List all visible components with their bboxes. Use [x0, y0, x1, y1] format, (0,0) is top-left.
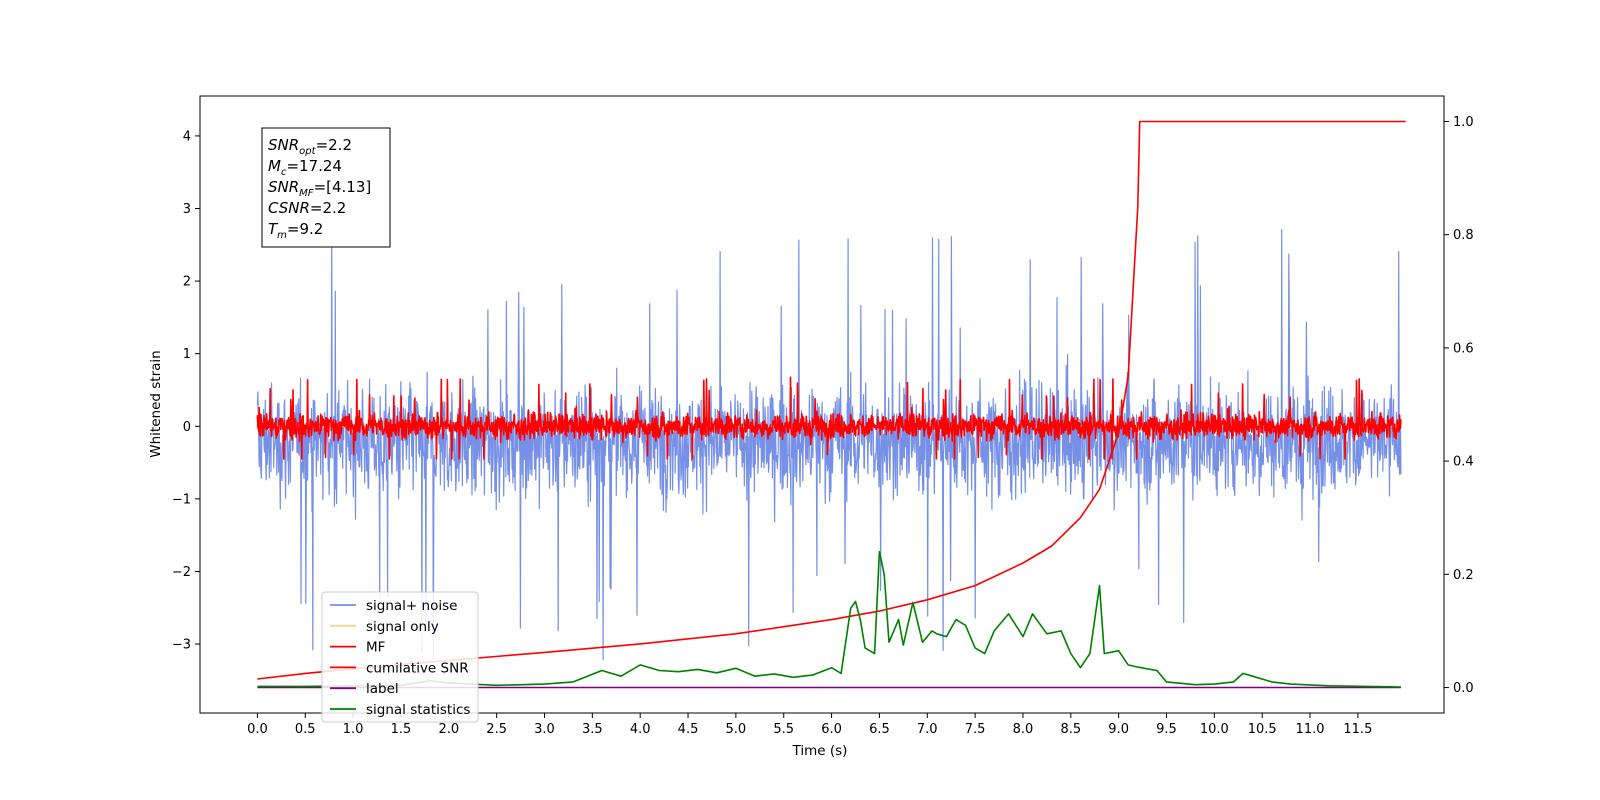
y2-tick-label: 0.0: [1453, 681, 1474, 696]
plot-frame: [199, 95, 1445, 714]
x-tick-label: 7.0: [917, 722, 938, 737]
y-tick-label: −1: [172, 492, 191, 507]
y2-tick-label: 0.2: [1453, 568, 1474, 583]
x-tick-label: 3.5: [582, 722, 603, 737]
legend-label-cumilative-snr: cumilative SNR: [366, 660, 469, 676]
y-tick-label: 1: [183, 347, 191, 362]
y2-tick-label: 0.8: [1453, 228, 1474, 243]
info-line-csnr: CSNR=2.2: [268, 199, 346, 217]
x-tick-label: 3.0: [534, 722, 555, 737]
x-tick-label: 2.0: [438, 722, 459, 737]
series-line-signal-noise: [256, 222, 1402, 661]
y-axis-label: Whitened strain: [148, 350, 164, 457]
legend-label-signal-noise: signal+ noise: [366, 598, 457, 614]
y-tick-label: −3: [172, 638, 191, 653]
x-tick-label: 5.5: [773, 722, 794, 737]
y-tick-label: 4: [183, 129, 191, 144]
x-tick-label: 7.5: [965, 722, 986, 737]
series-layer: [256, 120, 1406, 689]
x-axis-label: Time (s): [792, 743, 848, 759]
x-tick-label: 4.5: [678, 722, 699, 737]
x-tick-label: 1.0: [343, 722, 364, 737]
x-tick-label: 9.0: [1108, 722, 1129, 737]
y-tick-label: 2: [183, 275, 191, 290]
x-tick-label: 9.5: [1156, 722, 1177, 737]
x-tick-label: 8.5: [1060, 722, 1081, 737]
series-line-signal-statistics: [257, 550, 1401, 688]
y2-tick-label: 0.4: [1453, 455, 1474, 470]
legend-frame: [321, 591, 479, 723]
info-line-mc: Mc=17.24: [268, 157, 342, 178]
legend-label-label: label: [366, 681, 399, 697]
x-tick-label: 5.0: [726, 722, 747, 737]
info-line-snropt: SNRopt=2.2: [268, 136, 352, 157]
y2-tick-label: 0.6: [1453, 341, 1474, 356]
x-tick-label: 4.0: [630, 722, 651, 737]
info-line-snrmf: SNRMF=[4.13]: [268, 178, 371, 199]
axis-layer: 0.0 0.5 1.0 1.5 2.0 2.5 3.0 3.5 4.0 4.5 5.0 5.5 6.0 6…: [172, 115, 1474, 737]
legend-label-mf: MF: [366, 640, 385, 656]
x-tick-label: 6.0: [821, 722, 842, 737]
legend-label-signal-statistics: signal statistics: [366, 702, 470, 718]
x-tick-label: 10.5: [1248, 722, 1277, 737]
x-tick-label: 11.0: [1296, 722, 1325, 737]
y-tick-label: 0: [183, 420, 191, 435]
x-tick-label: 6.5: [869, 722, 890, 737]
y2-tick-label: 1.0: [1453, 115, 1474, 130]
series-line-cumilative-snr: [257, 120, 1406, 680]
x-tick-label: 2.5: [486, 722, 507, 737]
x-tick-label: 0.5: [295, 722, 316, 737]
x-tick-label: 11.5: [1343, 722, 1372, 737]
y-tick-label: −2: [172, 565, 191, 580]
info-box-frame: [261, 127, 391, 248]
legend: signal+ noise signal only MF cumilative SNR…: [321, 591, 479, 723]
legend-label-signal-only: signal only: [366, 619, 439, 635]
info-line-tm: Tm=9.2: [268, 220, 323, 241]
x-tick-label: 0.0: [247, 722, 268, 737]
x-tick-label: 10.0: [1200, 722, 1229, 737]
series-line-mf: [256, 376, 1402, 460]
y-tick-label: 3: [183, 202, 191, 217]
x-tick-label: 1.5: [391, 722, 412, 737]
x-tick-label: 8.0: [1013, 722, 1034, 737]
